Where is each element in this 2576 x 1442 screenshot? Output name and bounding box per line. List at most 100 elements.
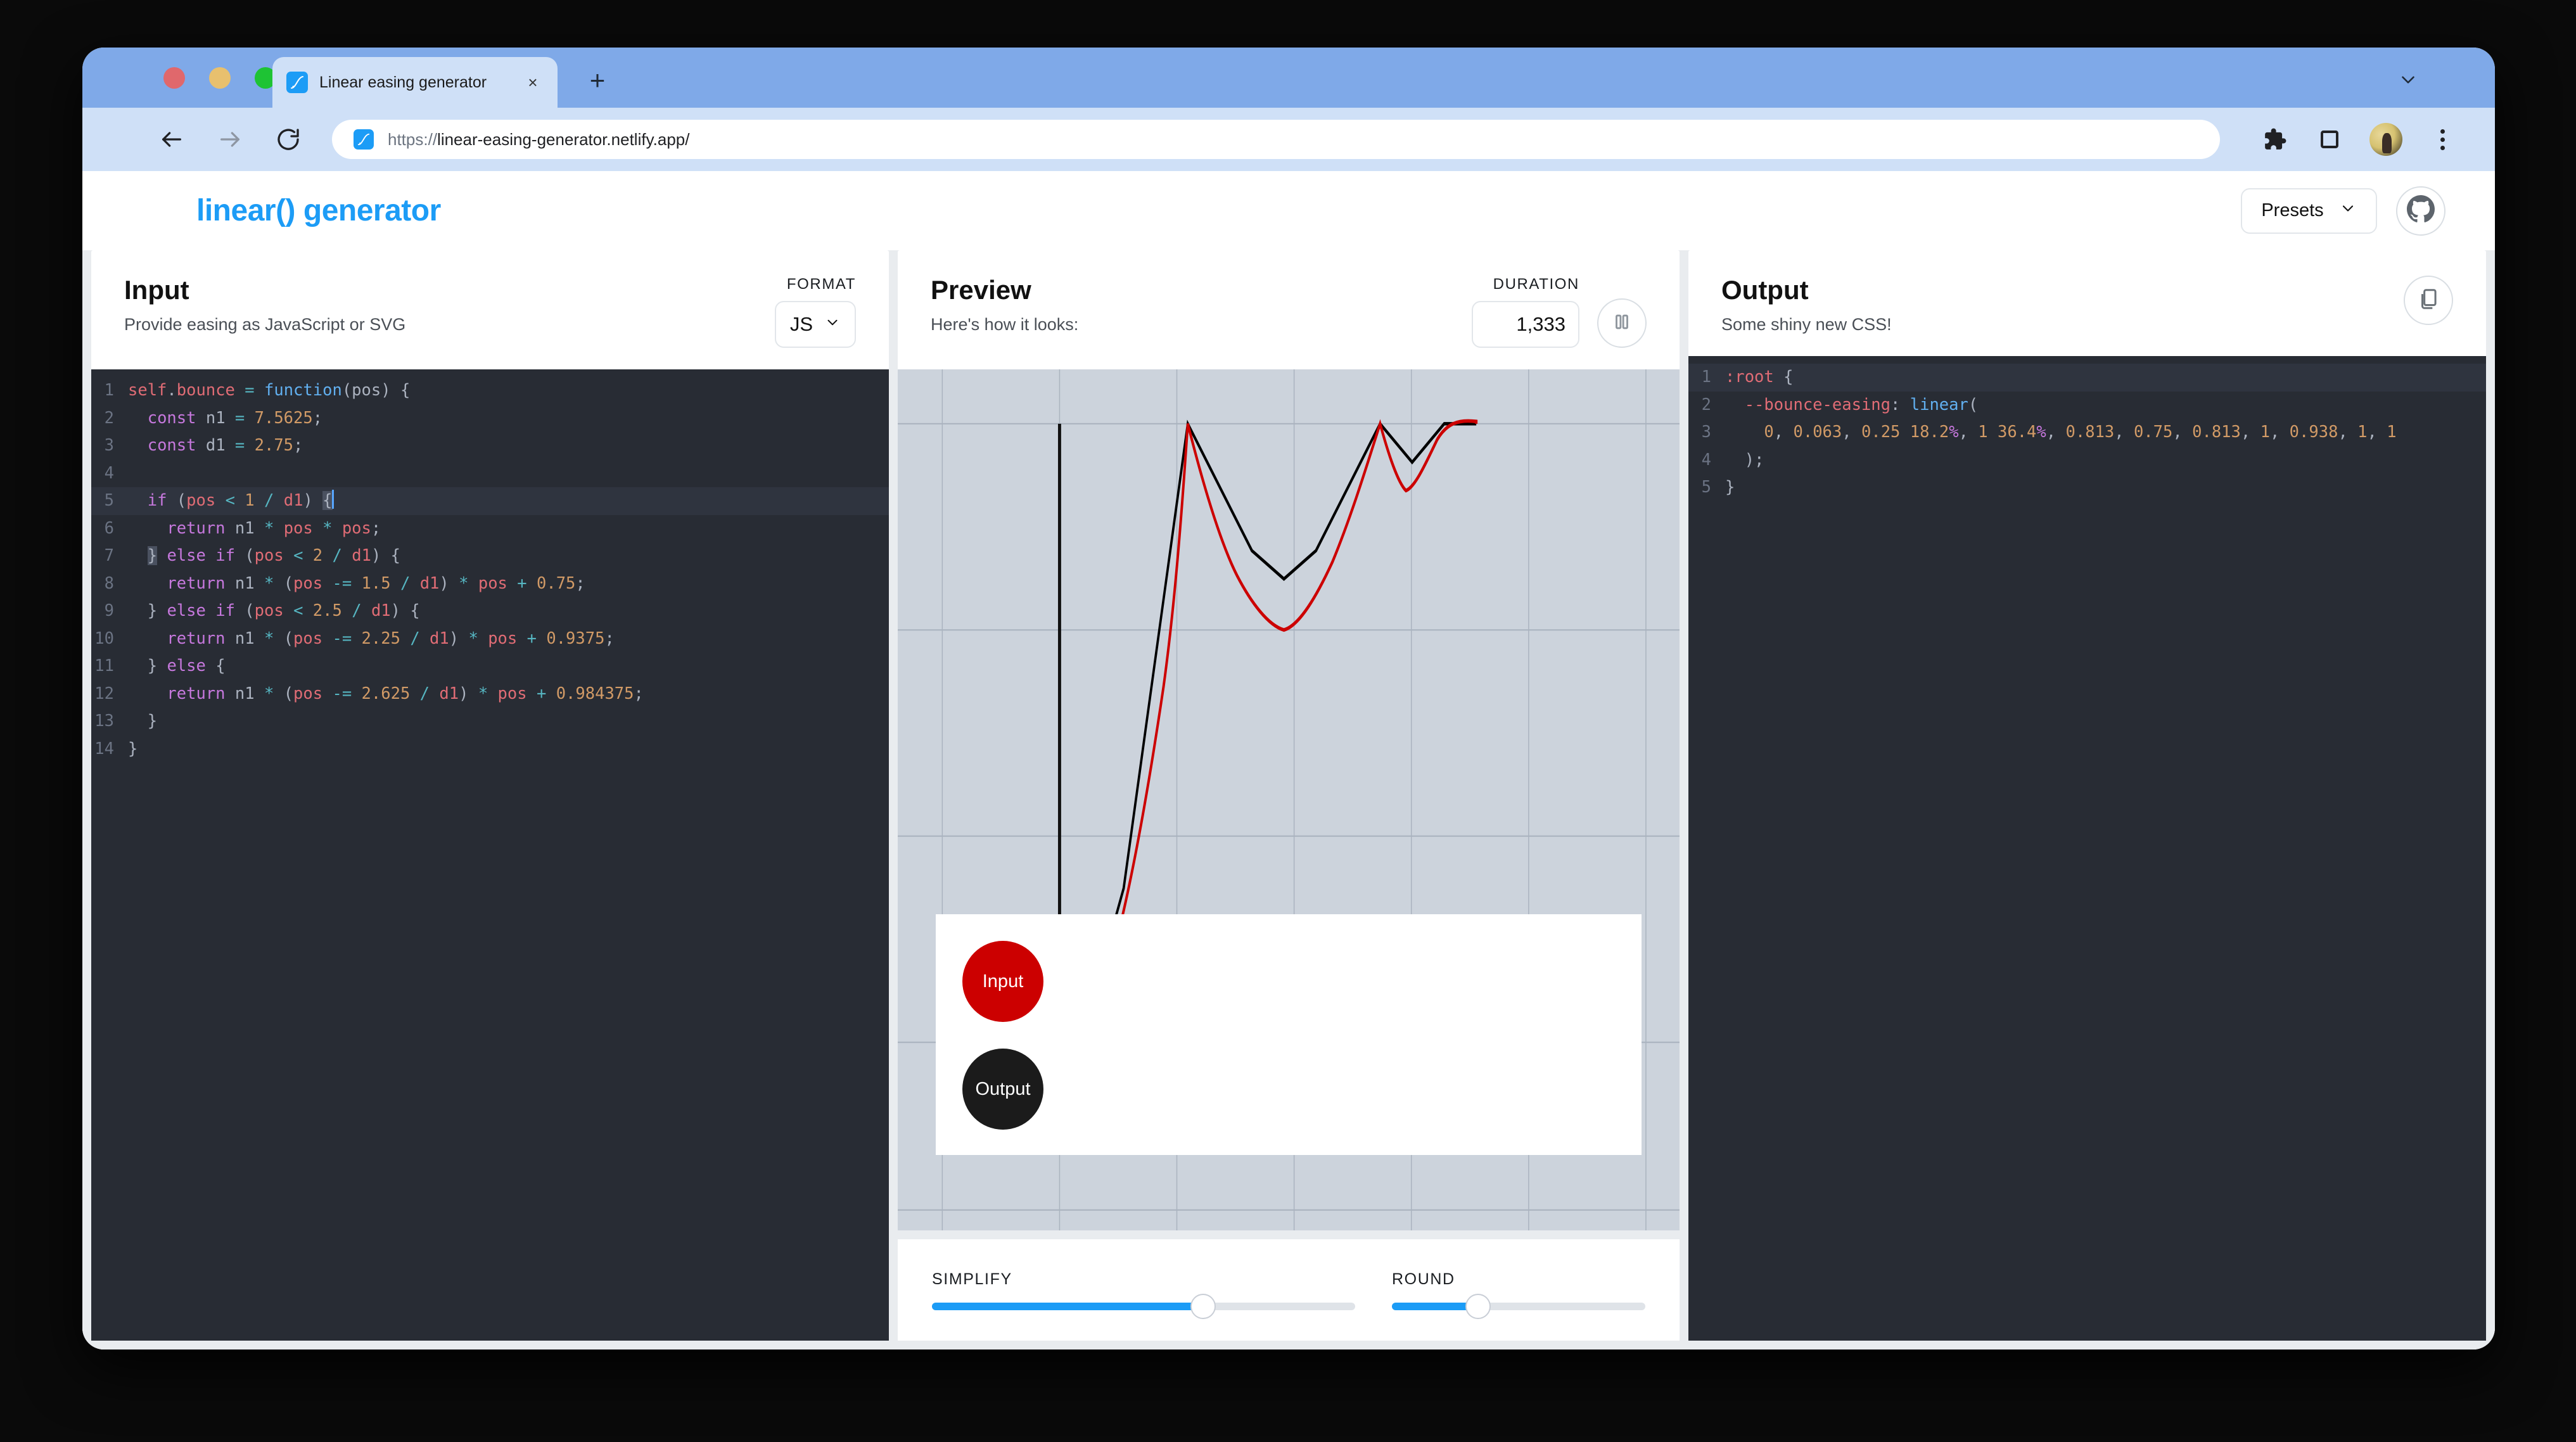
code-token [235, 601, 245, 620]
sidepanel-icon[interactable] [2315, 125, 2344, 154]
close-window-button[interactable] [163, 67, 185, 89]
site-favicon-icon [354, 129, 374, 150]
pause-button[interactable] [1597, 298, 1647, 348]
code-token: 0.9375 [546, 628, 605, 648]
profile-avatar[interactable] [2369, 123, 2402, 156]
code-line: 2 const n1 = 7.5625; [91, 405, 889, 433]
round-slider-knob[interactable] [1465, 1293, 1491, 1319]
code-line: 5 if (pos < 1 / d1) { [91, 487, 889, 515]
code-token: } [147, 546, 158, 565]
copy-button[interactable] [2404, 276, 2453, 325]
code-token: const [147, 436, 196, 455]
code-token [128, 629, 167, 648]
code-token [128, 601, 148, 620]
code-token [2348, 423, 2357, 442]
format-field-group: FORMAT JS [774, 276, 856, 348]
code-token [1988, 423, 1998, 442]
chevron-down-icon[interactable] [2397, 69, 2419, 94]
preview-panel-title: Preview [931, 275, 1031, 305]
code-token: -= [332, 573, 352, 593]
text-cursor [331, 490, 334, 509]
input-code-editor[interactable]: 1 self.bounce = function(pos) {2 const n1… [91, 369, 889, 1341]
output-panel-title: Output [1721, 275, 1809, 305]
code-token: -= [332, 628, 352, 648]
code-token [128, 546, 148, 565]
code-token: } [147, 711, 158, 731]
code-token: 0 [1764, 423, 1774, 442]
code-token: 36.4 [1997, 423, 2037, 442]
code-token [245, 409, 254, 428]
code-token: ) { [381, 381, 411, 400]
code-token: } [1725, 478, 1735, 497]
simplify-slider[interactable] [932, 1293, 1355, 1319]
preview-panel-subtitle: Here's how it looks: [931, 315, 1079, 335]
line-number: 6 [104, 518, 114, 538]
code-token: n1 [225, 628, 264, 648]
page-title: linear() generator [196, 194, 441, 227]
format-select[interactable]: JS [774, 301, 856, 348]
duration-input[interactable]: 1,333 [1472, 301, 1579, 348]
close-icon[interactable]: × [528, 73, 538, 92]
app-header: linear() generator Presets [82, 171, 2495, 250]
code-token [274, 519, 283, 538]
copy-icon [2416, 287, 2440, 314]
code-token: 2 [312, 546, 323, 565]
code-token: { [215, 656, 226, 675]
code-line-content: } else if (pos < 2.5 / d1) { [128, 597, 889, 625]
code-token: ) [459, 684, 478, 703]
minimize-window-button[interactable] [209, 67, 231, 89]
address-bar[interactable]: https://linear-easing-generator.netlify.… [332, 120, 2220, 159]
code-token: , [2367, 423, 2377, 442]
code-token: d1 [430, 628, 449, 648]
code-token: --bounce-easing [1744, 395, 1891, 414]
code-token: ) [449, 628, 469, 648]
extensions-puzzle-icon[interactable] [2260, 125, 2290, 154]
code-token: * [459, 573, 469, 593]
code-token: pos [293, 573, 323, 593]
presets-label: Presets [2261, 200, 2324, 220]
round-slider[interactable] [1392, 1293, 1645, 1319]
code-token [546, 684, 556, 703]
code-token: / [410, 628, 420, 648]
reload-icon[interactable] [274, 125, 303, 154]
github-link-button[interactable] [2396, 186, 2445, 236]
code-token [1900, 395, 1910, 414]
code-token: if [215, 601, 235, 620]
code-token [1725, 395, 1745, 414]
code-line: 5} [1688, 474, 2486, 502]
kebab-menu-icon[interactable] [2428, 125, 2457, 154]
code-token: ) [439, 573, 459, 593]
code-token: return [167, 518, 226, 538]
code-token: const [147, 408, 196, 428]
code-token [468, 574, 478, 593]
code-token: pos [478, 573, 507, 593]
browser-tab-active[interactable]: Linear easing generator × [272, 57, 558, 108]
line-number: 5 [104, 491, 114, 510]
code-line-content: } [1725, 474, 2486, 502]
code-token [215, 491, 225, 510]
forward-arrow-icon[interactable] [215, 125, 245, 154]
code-line-content: } else if (pos < 2 / d1) { [128, 542, 889, 570]
code-token [322, 629, 332, 648]
code-token [527, 684, 537, 703]
code-token: function [264, 381, 342, 400]
code-token: , [1958, 423, 1968, 442]
new-tab-button[interactable]: + [589, 65, 606, 95]
code-token [274, 684, 283, 703]
simplify-slider-knob[interactable] [1190, 1293, 1216, 1319]
output-panel-actions [2404, 276, 2453, 325]
code-token: * [468, 628, 478, 648]
output-code-editor[interactable]: 1:root {2 --bounce-easing: linear(3 0, 0… [1688, 356, 2486, 1341]
code-token: / [352, 601, 362, 620]
code-token [303, 601, 312, 620]
presets-dropdown[interactable]: Presets [2241, 188, 2377, 234]
code-token: ( [245, 601, 255, 620]
code-token: d1 [371, 601, 391, 620]
code-token [352, 629, 361, 648]
back-arrow-icon[interactable] [157, 125, 186, 154]
code-token: ( [176, 491, 187, 510]
code-token [284, 546, 293, 565]
code-token [2280, 423, 2289, 442]
code-token: 2.5 [312, 601, 342, 620]
code-line: 12 return n1 * (pos -= 2.625 / d1) * pos… [91, 680, 889, 708]
